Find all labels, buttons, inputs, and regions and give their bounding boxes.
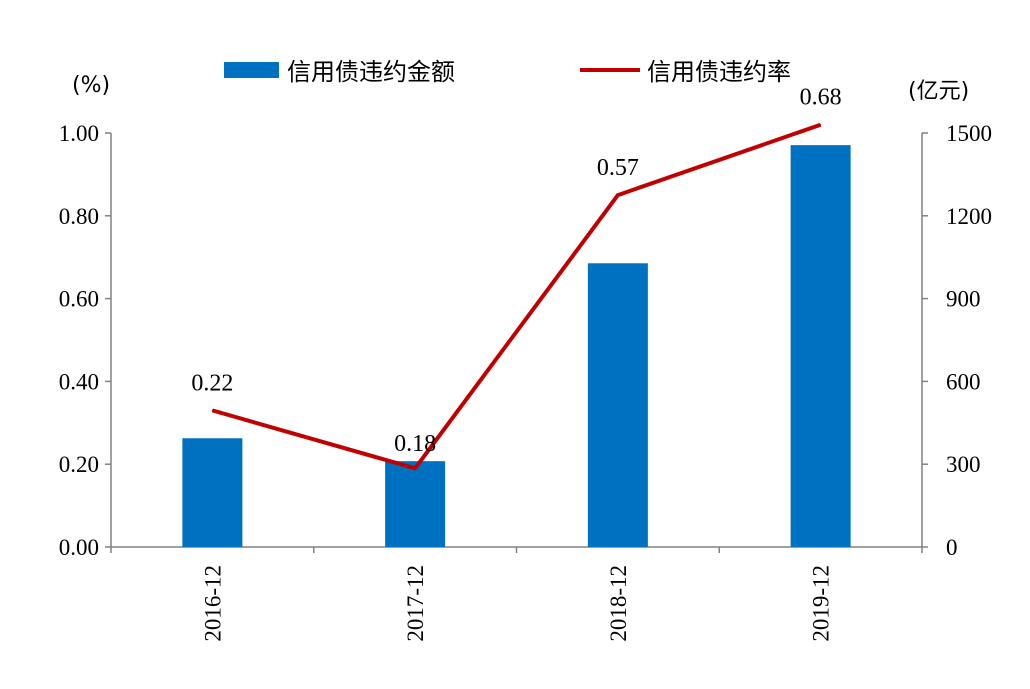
left-tick-label: 0.20 xyxy=(59,452,99,477)
right-tick-label: 600 xyxy=(946,369,981,394)
bar xyxy=(385,461,446,547)
x-tick-label: 2018-12 xyxy=(606,565,631,642)
right-tick-label: 0 xyxy=(946,535,958,560)
line-point xyxy=(414,467,416,469)
line-data-label: 0.22 xyxy=(191,370,233,396)
bar-series xyxy=(182,145,851,548)
legend-bar-label: 信用债违约金额 xyxy=(287,58,455,86)
legend-line-label: 信用债违约率 xyxy=(647,58,791,86)
left-tick-label: 0.40 xyxy=(59,369,99,394)
left-tick-label: 0.00 xyxy=(59,535,99,560)
line-point xyxy=(820,124,822,126)
right-tick-label: 900 xyxy=(946,287,981,312)
x-axis-ticks: 2016-12 2017-12 2018-12 2019-12 xyxy=(110,547,923,642)
bar xyxy=(587,263,648,547)
x-tick-label: 2017-12 xyxy=(403,565,428,642)
line-data-label: 0.68 xyxy=(800,85,842,111)
left-tick-label: 0.60 xyxy=(59,287,99,312)
right-axis-ticks: 0 300 600 900 1200 1500 xyxy=(922,121,992,560)
right-tick-label: 1500 xyxy=(946,121,992,146)
legend-bar-swatch xyxy=(224,62,279,78)
line-data-label: 0.57 xyxy=(597,155,639,181)
line-series xyxy=(211,122,822,471)
x-tick-label: 2019-12 xyxy=(809,565,834,642)
legend: 信用债违约金额 信用债违约率 xyxy=(224,58,791,86)
left-tick-label: 0.80 xyxy=(59,204,99,229)
line-point xyxy=(617,194,619,196)
left-axis-ticks: 0.00 0.20 0.40 0.60 0.80 1.00 xyxy=(59,121,111,560)
line-data-labels: 0.22 0.18 0.57 0.68 xyxy=(191,85,841,457)
line-path xyxy=(211,122,822,471)
right-tick-label: 1200 xyxy=(946,204,992,229)
bar xyxy=(790,145,851,548)
left-axis-unit: (%) xyxy=(72,73,110,98)
left-tick-label: 1.00 xyxy=(59,121,99,146)
x-tick-label: 2016-12 xyxy=(200,565,225,642)
right-axis-unit: (亿元) xyxy=(908,79,969,104)
right-tick-label: 300 xyxy=(946,452,981,477)
line-data-label: 0.18 xyxy=(394,431,436,457)
line-point xyxy=(211,409,213,411)
bar xyxy=(182,438,243,547)
